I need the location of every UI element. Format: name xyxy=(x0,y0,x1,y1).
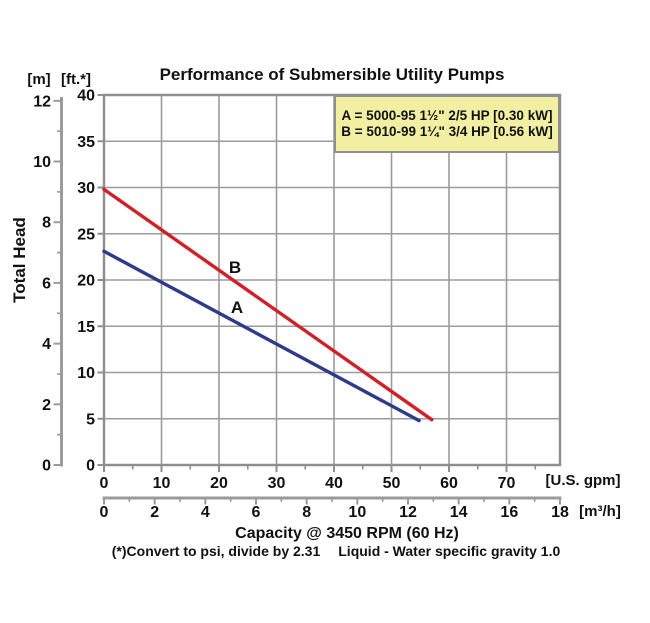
m-tick-label: 8 xyxy=(42,215,51,232)
m-tick-label: 6 xyxy=(42,275,51,292)
ft-tick-label: 5 xyxy=(86,411,95,428)
chart-title: Performance of Submersible Utility Pumps xyxy=(159,65,505,84)
m-tick-label: 2 xyxy=(42,397,51,414)
series-a-curve xyxy=(102,249,421,423)
m3h-tick-label: 2 xyxy=(150,504,159,521)
ft-tick-label: 40 xyxy=(77,88,95,105)
gpm-tick-label: 40 xyxy=(325,475,343,492)
m-tick-label: 4 xyxy=(42,336,51,353)
m3h-tick-label: 14 xyxy=(450,504,468,521)
gpm-tick-label: 10 xyxy=(153,475,171,492)
legend-entry-b: B = 5010-99 1¼" 3/4 HP [0.56 kW] xyxy=(341,124,553,139)
unit-label-meters: [m] xyxy=(27,71,51,88)
footnote-liquid-gravity: Liquid - Water specific gravity 1.0 xyxy=(338,543,561,559)
legend-box: A = 5000-95 1½" 2/5 HP [0.30 kW] B = 501… xyxy=(334,95,560,153)
gpm-tick-label: 20 xyxy=(210,475,228,492)
series-a-label: A xyxy=(230,298,244,317)
m3h-tick-label: 18 xyxy=(551,504,569,521)
m3h-tick-label: 10 xyxy=(348,504,366,521)
ft-tick-label: 25 xyxy=(77,226,95,243)
gpm-tick-label: 0 xyxy=(100,475,109,492)
gpm-tick-label: 70 xyxy=(498,475,516,492)
m3h-tick-label: 16 xyxy=(500,504,518,521)
m-tick-label: 10 xyxy=(33,154,51,171)
unit-label-us-gpm: [U.S. gpm] xyxy=(545,472,621,489)
ft-tick-label: 30 xyxy=(77,180,95,197)
legend-entry-a: A = 5000-95 1½" 2/5 HP [0.30 kW] xyxy=(341,108,553,123)
series-b-curve xyxy=(102,187,434,422)
gpm-tick-label: 50 xyxy=(383,475,401,492)
gpm-tick-label: 60 xyxy=(440,475,458,492)
m3h-tick-label: 12 xyxy=(399,504,417,521)
ft-tick-label: 35 xyxy=(77,134,95,151)
unit-label-m3h: [m³/h] xyxy=(579,503,621,520)
ft-tick-label: 15 xyxy=(77,319,95,336)
ft-tick-label: 0 xyxy=(86,458,95,475)
m3h-tick-label: 0 xyxy=(100,504,109,521)
gpm-tick-label: 30 xyxy=(268,475,286,492)
m-tick-label: 0 xyxy=(42,458,51,475)
ft-tick-label: 20 xyxy=(77,273,95,290)
m3h-tick-label: 8 xyxy=(302,504,311,521)
footnote: (*)Convert to psi, divide by 2.31 Liquid… xyxy=(112,543,560,559)
x-axis-title: Capacity @ 3450 RPM (60 Hz) xyxy=(235,525,459,542)
m-tick-label: 12 xyxy=(33,93,51,110)
m3h-tick-label: 4 xyxy=(201,504,210,521)
m3h-tick-label: 6 xyxy=(252,504,261,521)
y-axis-title: Total Head xyxy=(10,217,29,303)
footnote-psi-conversion: (*)Convert to psi, divide by 2.31 xyxy=(111,543,321,559)
ft-tick-label: 10 xyxy=(77,365,95,382)
unit-label-feet: [ft.*] xyxy=(61,71,91,88)
series-b-label: B xyxy=(228,258,242,277)
